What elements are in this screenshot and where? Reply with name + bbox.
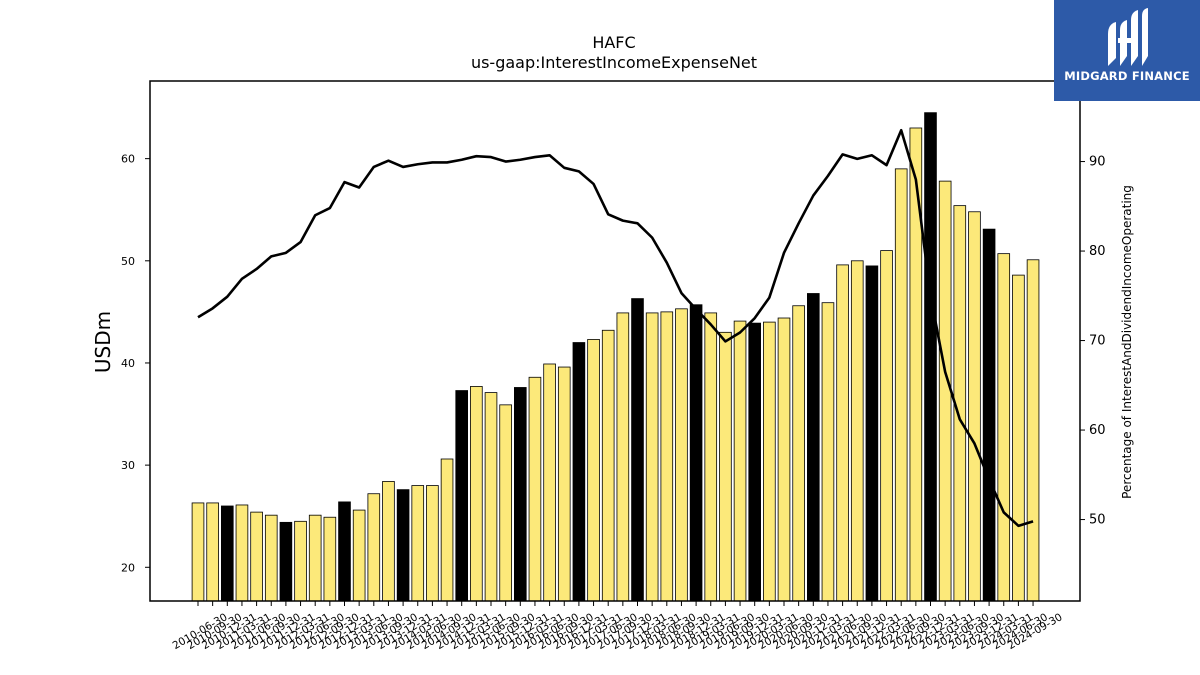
bar xyxy=(660,311,674,602)
bar xyxy=(572,342,586,602)
axes-layer: 203040506050607080902010-06-302010-09-30… xyxy=(121,80,1106,652)
bar xyxy=(264,514,278,602)
bar xyxy=(880,250,893,602)
bar xyxy=(865,265,879,602)
bar xyxy=(587,339,600,602)
y-tick-label: 60 xyxy=(121,153,135,166)
bar xyxy=(763,321,776,602)
bar xyxy=(191,502,205,602)
bar xyxy=(279,521,293,602)
y2-tick-label: 80 xyxy=(1089,244,1106,259)
y-tick-label: 30 xyxy=(121,459,135,472)
midgard-logo-icon xyxy=(1108,8,1148,66)
bar xyxy=(836,264,849,602)
bar xyxy=(543,363,556,602)
bar xyxy=(338,501,351,602)
bar xyxy=(689,304,703,602)
y-tick-label: 50 xyxy=(121,255,135,268)
y-tick-label: 20 xyxy=(121,561,135,574)
bars-layer xyxy=(191,112,1040,602)
bar xyxy=(938,180,952,602)
y2-tick-label: 60 xyxy=(1089,423,1106,438)
bar xyxy=(807,293,820,602)
line-layer xyxy=(197,128,1034,528)
percentage-line xyxy=(197,128,1034,528)
bar xyxy=(850,260,864,602)
bar xyxy=(220,505,234,602)
bar xyxy=(514,387,527,602)
bar xyxy=(894,168,908,602)
bar xyxy=(455,390,468,602)
bar xyxy=(704,312,718,602)
bar xyxy=(909,127,923,602)
bar xyxy=(367,493,381,602)
bar xyxy=(616,312,630,602)
bar xyxy=(924,112,937,602)
bar xyxy=(733,320,747,602)
bar xyxy=(352,509,366,602)
y-tick-label: 40 xyxy=(121,357,135,370)
bar xyxy=(719,331,732,602)
bar xyxy=(777,317,791,602)
bar xyxy=(396,489,410,602)
bar xyxy=(968,211,981,602)
bar xyxy=(601,329,615,602)
bar xyxy=(206,502,219,602)
bar xyxy=(1026,259,1040,602)
brand-logo: MIDGARD FINANCE xyxy=(1054,0,1200,101)
bar xyxy=(323,516,337,602)
bar xyxy=(645,312,659,602)
bar xyxy=(308,514,322,602)
bar xyxy=(411,485,425,602)
y2-tick-label: 90 xyxy=(1089,155,1106,170)
bar xyxy=(748,322,761,602)
y-axis-label: USDm xyxy=(91,311,115,373)
y2-axis-label: Percentage of InterestAndDividendIncomeO… xyxy=(1120,185,1134,499)
bar xyxy=(675,308,688,602)
bar xyxy=(528,376,542,602)
bar xyxy=(470,386,483,602)
bar xyxy=(440,458,454,602)
bar xyxy=(294,520,307,602)
y2-tick-label: 70 xyxy=(1089,334,1106,349)
y2-tick-label: 50 xyxy=(1089,513,1106,528)
chart-title: HAFC xyxy=(592,33,635,52)
bar xyxy=(631,298,644,602)
chart-subtitle: us-gaap:InterestIncomeExpenseNet xyxy=(471,53,757,72)
bar xyxy=(499,404,512,602)
bar xyxy=(557,366,571,602)
bar xyxy=(997,253,1011,602)
bar xyxy=(250,511,263,602)
logo-text: MIDGARD FINANCE xyxy=(1064,69,1190,83)
bar xyxy=(1012,274,1025,602)
bar xyxy=(792,305,805,602)
bar xyxy=(484,392,498,602)
bar xyxy=(982,228,996,602)
bar xyxy=(821,302,835,602)
bar xyxy=(382,481,395,602)
bar xyxy=(426,485,439,602)
bar xyxy=(235,504,249,602)
